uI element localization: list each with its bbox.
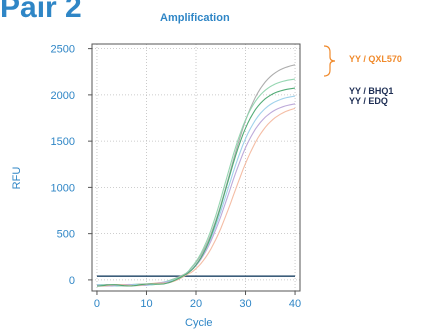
y-tick-label-1: 500 — [57, 229, 75, 241]
x-tick-label-0: 0 — [94, 298, 100, 310]
y-tick-label-4: 2000 — [51, 90, 75, 102]
legend-brace — [323, 45, 336, 77]
page-heading: Pair 2 — [0, 0, 82, 24]
x-tick-label-2: 20 — [190, 298, 202, 310]
amplification-series-5 — [96, 87, 296, 287]
legend-entry-edq: YY / EDQ — [349, 96, 388, 106]
chart-title: Amplification — [160, 12, 230, 24]
y-tick-label-5: 2500 — [51, 44, 75, 56]
grid-layer — [92, 44, 300, 291]
x-axis-label: Cycle — [185, 317, 213, 329]
amplification-series-0 — [96, 64, 296, 287]
legend-entry-qxl570: YY / QXL570 — [349, 54, 402, 64]
series-layer — [96, 64, 296, 287]
y-tick-label-3: 1500 — [51, 136, 75, 148]
x-tick-label-1: 10 — [140, 298, 152, 310]
axis-layer: 0 10 20 30 40 0 500 1000 1500 2000 2500 — [51, 44, 302, 310]
legend-entry-bhq1: YY / BHQ1 — [349, 86, 394, 96]
y-axis-label: RFU — [11, 167, 23, 190]
y-tick-label-2: 1000 — [51, 182, 75, 194]
x-tick-label-4: 40 — [289, 298, 301, 310]
x-tick-label-3: 30 — [239, 298, 251, 310]
y-tick-label-0: 0 — [69, 275, 75, 287]
